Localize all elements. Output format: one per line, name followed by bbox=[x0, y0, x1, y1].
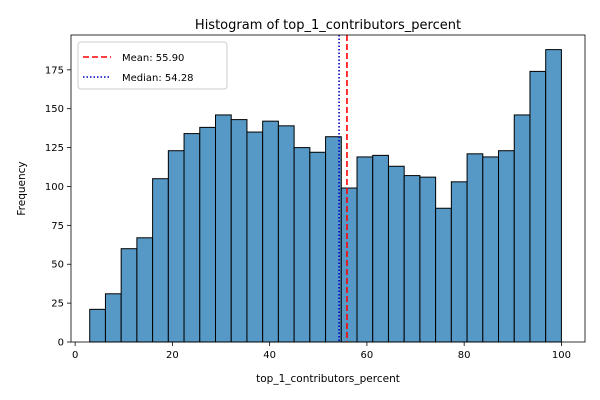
y-tick-label: 125 bbox=[45, 143, 64, 154]
y-tick-label: 25 bbox=[51, 299, 64, 310]
histogram-bar bbox=[152, 178, 169, 343]
x-tick-label: 100 bbox=[552, 350, 571, 361]
histogram-bar bbox=[277, 125, 295, 343]
histogram-bar bbox=[136, 237, 154, 343]
histogram-bar bbox=[120, 248, 138, 343]
x-axis-ticks: 0 20 40 60 80 100 bbox=[72, 342, 571, 361]
histogram-bar bbox=[498, 150, 515, 343]
histogram-bar bbox=[529, 70, 547, 343]
histogram-bar bbox=[262, 120, 279, 343]
y-tick-label: 75 bbox=[51, 221, 64, 232]
chart-title: Histogram of top_1_contributors_percent bbox=[195, 18, 461, 33]
histogram-bar bbox=[419, 176, 437, 343]
histogram-bar bbox=[199, 126, 217, 343]
y-tick-label: 50 bbox=[51, 260, 64, 271]
histogram-bar bbox=[450, 181, 468, 343]
x-tick-label: 40 bbox=[263, 350, 276, 361]
bars-group bbox=[89, 49, 562, 343]
histogram-bar bbox=[167, 150, 185, 343]
histogram-bar bbox=[435, 207, 452, 343]
legend-mean-label: Mean: 55.90 bbox=[122, 53, 184, 64]
y-axis-ticks: 0 25 50 75 100 125 150 175 bbox=[45, 65, 71, 349]
legend-median-label: Median: 54.28 bbox=[122, 73, 194, 84]
histogram-bar bbox=[89, 308, 106, 343]
histogram-bar bbox=[183, 133, 201, 343]
x-tick-label: 0 bbox=[72, 350, 78, 361]
histogram-bar bbox=[104, 293, 122, 343]
histogram-bar bbox=[513, 114, 531, 343]
plot-frame bbox=[70, 34, 586, 343]
histogram-bar bbox=[340, 187, 358, 343]
histogram-bar bbox=[309, 151, 327, 343]
y-axis-label: Frequency bbox=[16, 161, 28, 215]
x-tick-label: 80 bbox=[458, 350, 471, 361]
histogram-bar bbox=[482, 156, 500, 343]
histogram-bar bbox=[545, 49, 562, 343]
reference-lines-group bbox=[338, 35, 348, 342]
histogram-bar bbox=[246, 131, 264, 343]
histogram-bar bbox=[403, 175, 421, 343]
legend-box bbox=[77, 41, 228, 90]
y-tick-label: 150 bbox=[45, 104, 64, 115]
y-tick-label: 175 bbox=[45, 65, 64, 76]
histogram-bar bbox=[293, 147, 311, 343]
legend: Mean: 55.90 Median: 54.28 bbox=[77, 41, 228, 90]
histogram-bar bbox=[466, 153, 484, 343]
histogram-bar bbox=[215, 114, 232, 343]
x-axis-label: top_1_contributors_percent bbox=[256, 373, 400, 385]
x-tick-label: 60 bbox=[361, 350, 374, 361]
histogram-bar bbox=[387, 165, 405, 343]
histogram-bar bbox=[230, 119, 248, 343]
y-tick-label: 100 bbox=[45, 182, 64, 193]
x-tick-label: 20 bbox=[166, 350, 179, 361]
histogram-bar bbox=[356, 156, 374, 343]
histogram-bar bbox=[372, 154, 389, 343]
y-tick-label: 0 bbox=[58, 338, 64, 349]
